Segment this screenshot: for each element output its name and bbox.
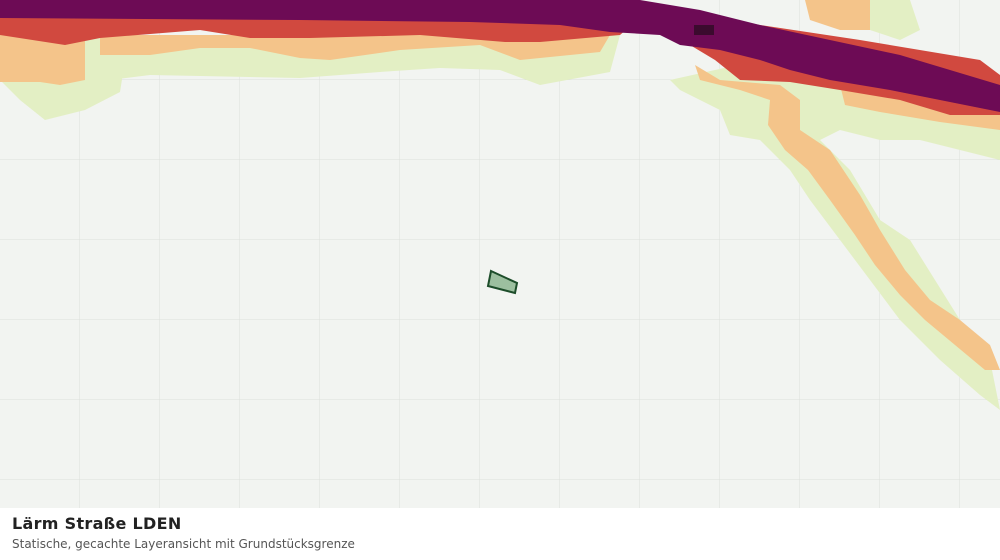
- map: [0, 0, 1000, 508]
- caption-panel: Lärm Straße LDEN Statische, gecachte Lay…: [0, 508, 1000, 560]
- noise-zone-medium: [0, 35, 85, 85]
- parcel-boundary: [486, 269, 519, 295]
- noise-zone-low: [670, 60, 1000, 410]
- noise-zone-very-high: [0, 0, 1000, 112]
- noise-zone-medium: [805, 0, 870, 30]
- noise-zone-medium: [695, 65, 1000, 370]
- noise-zone-extreme: [694, 25, 714, 35]
- map-title: Lärm Straße LDEN: [12, 514, 182, 533]
- noise-zone-low: [860, 0, 920, 40]
- map-subtitle: Statische, gecachte Layeransicht mit Gru…: [12, 537, 355, 551]
- noise-zone-medium: [100, 35, 610, 60]
- noise-zone-high: [0, 18, 640, 45]
- noise-layer: [0, 0, 1000, 410]
